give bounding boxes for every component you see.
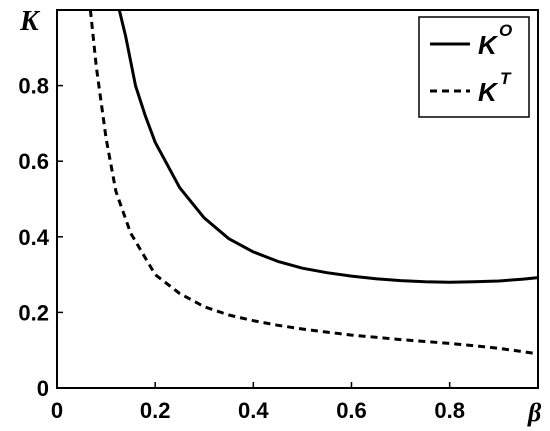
x-axis-label: β <box>527 398 542 427</box>
x-axis: 0 0.2 0.4 0.6 0.8 <box>51 382 465 423</box>
y-tick-label: 0.2 <box>18 300 49 325</box>
legend-label-kt: K <box>478 77 499 107</box>
x-tick-label: 0.4 <box>238 398 269 423</box>
x-tick-label: 0.8 <box>434 398 465 423</box>
series-line-k-o <box>117 10 538 284</box>
legend-sup-kt: T <box>500 69 512 88</box>
legend-box <box>418 16 530 118</box>
y-tick-label: 0.8 <box>18 74 49 99</box>
x-tick-label: 0 <box>51 398 63 423</box>
series-lines <box>88 10 538 356</box>
legend: K O K T <box>418 16 530 118</box>
y-tick-label: 0.6 <box>18 149 49 174</box>
y-tick-label: 0.4 <box>18 225 49 250</box>
legend-label-ko: K <box>478 30 499 60</box>
y-tick-label: 0 <box>37 376 49 401</box>
series-line-k-t <box>88 10 538 356</box>
x-tick-label: 0.2 <box>140 398 171 423</box>
legend-sup-ko: O <box>499 21 512 40</box>
x-tick-label: 0.6 <box>336 398 367 423</box>
plot-frame <box>56 9 539 389</box>
y-axis: 0 0.2 0.4 0.6 0.8 <box>18 74 63 401</box>
y-axis-label: K <box>19 6 41 37</box>
